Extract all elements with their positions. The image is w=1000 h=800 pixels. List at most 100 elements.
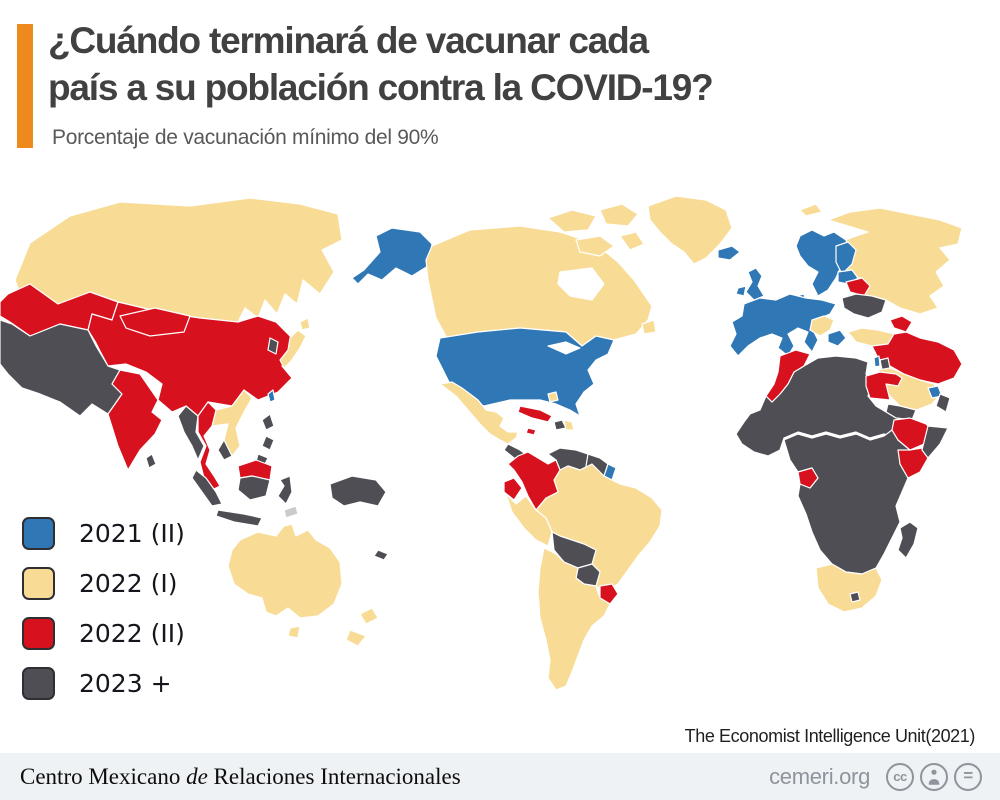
map-region-madagascar [897,521,919,559]
page-title: ¿Cuándo terminará de vacunar cada país a… [48,18,948,111]
map-region-new-zealand [345,629,367,647]
map-region-colombia [507,451,561,511]
map-region-europe-main [729,293,837,357]
cc-icon: cc [886,762,914,791]
map-region-borneo-indonesia [237,475,271,501]
organization-name-part1: Centro Mexicano [20,763,187,789]
map-region-south-korea [267,337,279,355]
map-region-bolivia [551,531,597,569]
map-region-dominican-republic [563,419,575,431]
source-attribution: The Economist Intelligence Unit(2021) [684,726,976,746]
map-region-philippines [261,413,275,431]
map-region-taiwan [267,389,276,403]
map-region-new-guinea [329,475,387,507]
map-region-south-africa [815,563,883,613]
map-region-israel [873,355,881,368]
map-region-united-kingdom [745,267,765,301]
map-region-ecuador [503,477,523,501]
website-url: cemeri.org [769,763,870,789]
cc-attribution-icon [920,762,948,791]
hudson-bay [557,267,605,301]
world-choropleth-map [0,188,1000,736]
map-region-canada-arctic-island [599,203,639,227]
map-region-bahamas [547,391,559,403]
title-accent-bar [17,24,33,148]
map-region-greece [827,329,847,347]
map-region-somalia [921,425,949,459]
map-region-central-southern-africa [783,429,911,575]
map-region-new-caledonia [373,549,389,561]
footer-bar: Centro Mexicano de Relaciones Internacio… [0,753,1000,800]
cc-equal-icon: = [954,762,982,791]
map-region-svalbard [799,203,823,217]
organization-name-de: de [186,763,208,789]
map-region-caucasus [889,315,913,333]
legend-swatch-2023 [22,666,55,700]
map-region-greenland [647,195,733,265]
map-region-india [107,369,163,471]
map-region-turkey [847,327,895,347]
legend-label: 2023 + [79,668,172,698]
map-region-sumatra-indonesia [191,469,223,507]
map-region-cambodia [217,439,233,461]
map-region-canada [425,225,653,347]
map-region-new-zealand [359,607,379,625]
map-region-iran-iraq-syria [871,331,963,385]
legend-swatch-2022-1 [22,566,55,600]
legend-item-2021-2: 2021 (II) [22,516,185,550]
map-region-canada-arctic-island [619,231,645,251]
cc-icon-glyph: cc [893,769,907,784]
map-region-jamaica [525,427,537,436]
map-region-sulawesi-indonesia [277,475,293,505]
organization-name: Centro Mexicano de Relaciones Internacio… [20,764,461,790]
map-region-iceland [717,245,741,261]
page-title-line1: ¿Cuándo terminará de vacunar cada [48,20,649,61]
legend-item-2023: 2023 + [22,666,185,700]
legend-label: 2022 (I) [79,568,178,598]
map-region-thailand-malaysia [197,401,221,491]
map-region-finland [835,241,857,275]
map-region-balkans [809,315,835,337]
map-region-ireland [735,285,747,297]
map-region-mongolia [119,307,191,337]
great-lakes [547,341,581,355]
legend: 2021 (II) 2022 (I) 2022 (II) 2023 + [22,516,185,716]
organization-name-part2: Relaciones Internacionales [207,763,461,789]
map-region-australia [227,523,343,619]
map-region-sri-lanka [145,453,157,469]
map-region-oman [935,393,951,413]
legend-item-2022-1: 2022 (I) [22,566,185,600]
legend-label: 2022 (II) [79,618,185,648]
map-region-japan [279,329,307,369]
map-region-java-indonesia [215,509,263,527]
map-region-newfoundland [641,319,657,335]
map-region-lesotho [849,591,861,603]
map-region-egypt [865,371,903,401]
map-region-canada-arctic-island [575,235,615,257]
footer-right: cemeri.org cc = [769,762,982,791]
map-region-uruguay [599,583,619,605]
cc-equal-icon-glyph: = [963,765,973,785]
map-region-philippines [261,435,275,451]
map-region-argentina-chile [537,547,611,691]
legend-swatch-2021-2 [22,516,55,550]
person-icon [928,769,940,785]
map-region-morocco [765,349,811,403]
map-region-tasmania [287,625,301,639]
map-region-japan-north [299,317,311,331]
map-region-belarus [845,277,871,297]
page-title-line2: país a su población contra la COVID-19? [48,66,714,108]
legend-swatch-2022-2 [22,616,55,650]
page-subtitle: Porcentaje de vacunación mínimo del 90% [52,126,439,149]
map-region-ukraine [841,293,887,319]
map-region-east-timor [283,505,299,519]
legend-label: 2021 (II) [79,518,185,548]
map-region-mexico [439,381,519,445]
map-region-cuba [517,405,553,423]
legend-item-2022-2: 2022 (II) [22,616,185,650]
map-region-canada-arctic-island [547,209,597,233]
map-region-kenya [897,447,929,479]
map-region-laos-vietnam [211,389,253,457]
map-region-alaska [351,227,433,285]
map-region-gabon [797,467,819,489]
